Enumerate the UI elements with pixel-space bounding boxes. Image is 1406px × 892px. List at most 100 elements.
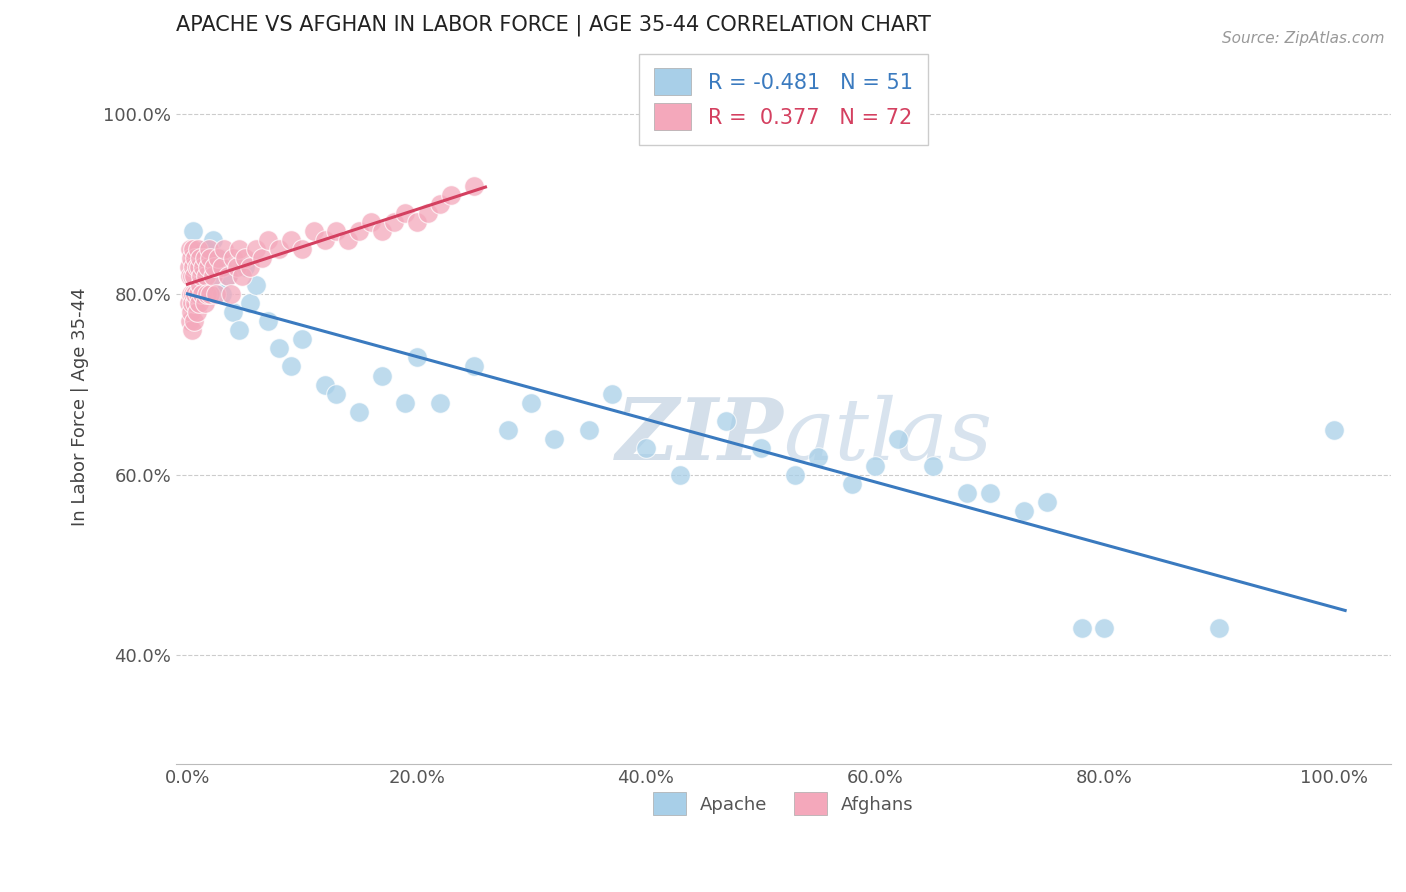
Point (256, 233, 278, 247)
Point (181, 260, 204, 275)
Point (208, 251, 231, 265)
Point (302, 224, 325, 238)
Point (211, 287, 233, 301)
Point (714, 414, 737, 428)
Point (187, 260, 209, 275)
Point (200, 251, 222, 265)
Point (600, 386, 623, 401)
Point (188, 278, 211, 293)
Point (197, 251, 219, 265)
Point (1208, 621, 1230, 635)
Point (190, 269, 212, 284)
Point (291, 333, 314, 347)
Point (217, 269, 239, 284)
Point (205, 287, 228, 301)
Point (180, 287, 202, 301)
Point (371, 224, 394, 238)
Point (179, 269, 201, 284)
Point (202, 260, 225, 275)
Point (207, 251, 229, 265)
Point (256, 314, 278, 328)
Point (181, 296, 204, 310)
Point (463, 359, 485, 374)
Point (184, 296, 207, 310)
Point (233, 260, 256, 275)
Point (956, 486, 979, 500)
Legend: Apache, Afghans: Apache, Afghans (643, 781, 925, 826)
Point (181, 242, 204, 256)
Point (360, 215, 382, 229)
Point (440, 188, 463, 202)
Point (394, 395, 416, 409)
Point (217, 269, 239, 284)
Point (280, 359, 302, 374)
Point (186, 305, 208, 319)
Point (201, 233, 224, 247)
Point (325, 386, 347, 401)
Point (269, 242, 291, 256)
Point (187, 260, 209, 275)
Point (429, 395, 451, 409)
Point (228, 323, 250, 337)
Point (336, 233, 359, 247)
Point (349, 224, 371, 238)
Point (863, 458, 886, 473)
Point (177, 260, 200, 275)
Text: APACHE VS AFGHAN IN LABOR FORCE | AGE 35-44 CORRELATION CHART: APACHE VS AFGHAN IN LABOR FORCE | AGE 35… (176, 15, 931, 37)
Point (405, 215, 427, 229)
Point (187, 287, 209, 301)
Point (181, 224, 204, 238)
Point (349, 404, 371, 418)
Point (193, 260, 215, 275)
Point (233, 251, 256, 265)
Point (291, 242, 314, 256)
Point (197, 260, 219, 275)
Point (180, 251, 202, 265)
Point (1070, 621, 1092, 635)
Point (231, 269, 253, 284)
Point (200, 260, 222, 275)
Point (1012, 504, 1035, 518)
Point (429, 197, 451, 211)
Point (245, 278, 267, 293)
Point (325, 224, 347, 238)
Point (520, 395, 543, 409)
Point (188, 251, 211, 265)
Point (418, 206, 440, 220)
Point (194, 251, 217, 265)
Point (194, 296, 217, 310)
Point (183, 269, 205, 284)
Point (222, 251, 245, 265)
Point (179, 242, 201, 256)
Point (1036, 495, 1059, 509)
Point (783, 467, 806, 482)
Point (222, 305, 245, 319)
Point (1094, 621, 1116, 635)
Point (239, 260, 262, 275)
Point (250, 251, 273, 265)
Point (841, 476, 863, 491)
Point (181, 269, 204, 284)
Point (1323, 423, 1346, 437)
Point (181, 323, 204, 337)
Point (219, 287, 242, 301)
Text: Source: ZipAtlas.com: Source: ZipAtlas.com (1222, 31, 1385, 46)
Point (180, 305, 202, 319)
Point (394, 206, 416, 220)
Point (498, 423, 520, 437)
Point (205, 278, 228, 293)
Point (190, 269, 212, 284)
Point (543, 432, 565, 446)
Point (194, 242, 217, 256)
Point (228, 242, 250, 256)
Point (371, 368, 394, 383)
Text: atlas: atlas (783, 394, 993, 477)
Point (177, 296, 200, 310)
Point (198, 242, 221, 256)
Point (183, 314, 205, 328)
Point (463, 178, 485, 193)
Point (184, 251, 207, 265)
Point (186, 260, 208, 275)
Point (184, 287, 207, 301)
Point (211, 260, 233, 275)
